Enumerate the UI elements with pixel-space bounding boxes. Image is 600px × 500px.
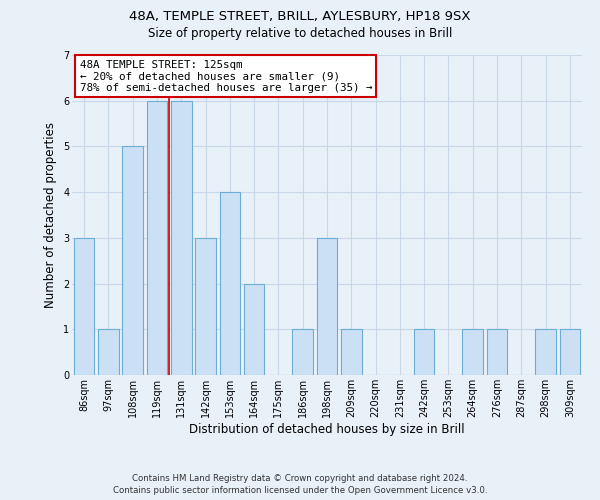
Bar <box>317 238 337 375</box>
Text: Contains HM Land Registry data © Crown copyright and database right 2024.
Contai: Contains HM Land Registry data © Crown c… <box>113 474 487 495</box>
Bar <box>146 100 167 375</box>
Text: Size of property relative to detached houses in Brill: Size of property relative to detached ho… <box>148 28 452 40</box>
Bar <box>244 284 265 375</box>
Bar <box>74 238 94 375</box>
Bar <box>220 192 240 375</box>
Bar <box>414 330 434 375</box>
X-axis label: Distribution of detached houses by size in Brill: Distribution of detached houses by size … <box>189 422 465 436</box>
Y-axis label: Number of detached properties: Number of detached properties <box>44 122 58 308</box>
Bar <box>463 330 483 375</box>
Bar <box>560 330 580 375</box>
Bar <box>292 330 313 375</box>
Bar <box>535 330 556 375</box>
Bar <box>122 146 143 375</box>
Bar <box>487 330 508 375</box>
Text: 48A, TEMPLE STREET, BRILL, AYLESBURY, HP18 9SX: 48A, TEMPLE STREET, BRILL, AYLESBURY, HP… <box>129 10 471 23</box>
Bar <box>341 330 362 375</box>
Bar <box>98 330 119 375</box>
Text: 48A TEMPLE STREET: 125sqm
← 20% of detached houses are smaller (9)
78% of semi-d: 48A TEMPLE STREET: 125sqm ← 20% of detac… <box>80 60 372 93</box>
Bar <box>171 100 191 375</box>
Bar <box>195 238 216 375</box>
